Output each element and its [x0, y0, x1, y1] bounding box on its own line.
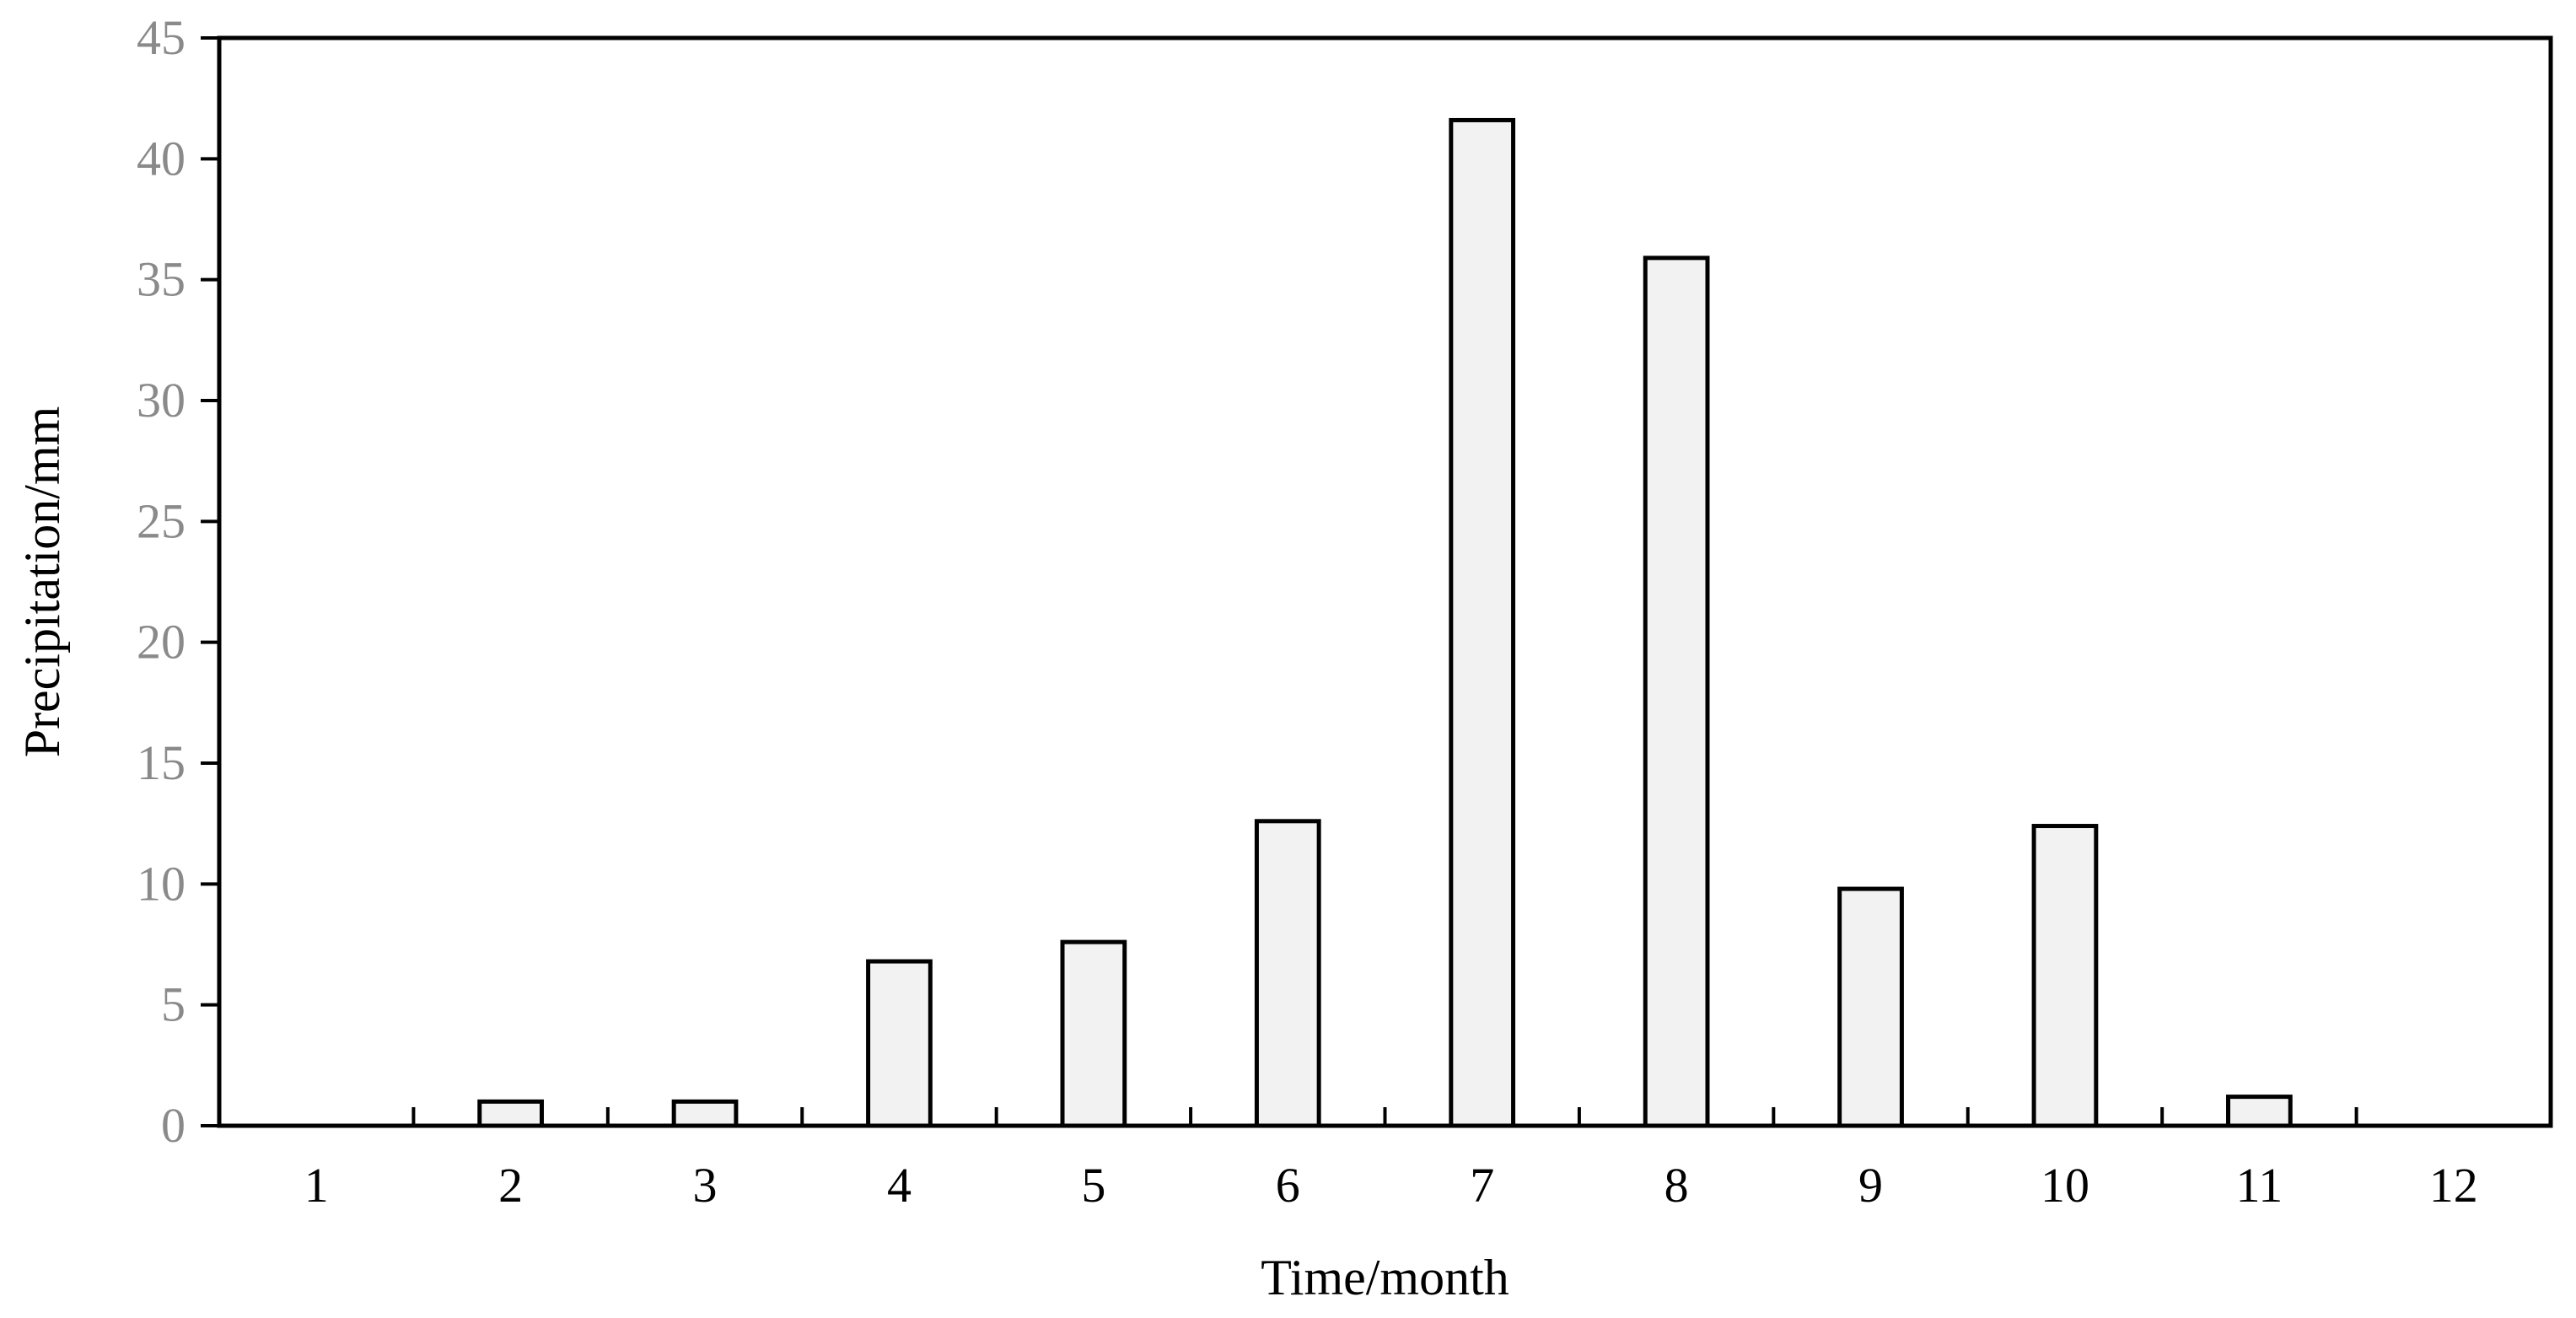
x-tick-label: 9 [1858, 1158, 1883, 1213]
y-tick-label: 10 [137, 856, 186, 911]
x-tick-label: 3 [693, 1158, 718, 1213]
bar-month-3 [671, 1099, 739, 1128]
plot-frame [217, 35, 2553, 1128]
x-tick-label: 6 [1276, 1158, 1300, 1213]
y-tick-label: 5 [161, 977, 186, 1032]
bar-month-6 [1254, 819, 1321, 1128]
bars [477, 117, 2293, 1128]
x-tick-label: 5 [1081, 1158, 1105, 1213]
bar-month-7 [1449, 117, 1516, 1128]
x-tick-label: 10 [2041, 1158, 2089, 1213]
x-axis-ticks: 1 2 3 4 5 6 7 8 9 10 11 12 [304, 1107, 2478, 1213]
bar-month-4 [866, 959, 933, 1128]
y-tick-label: 30 [137, 373, 186, 428]
y-tick-label: 20 [137, 615, 186, 670]
y-tick-label: 35 [137, 252, 186, 307]
bar-month-5 [1060, 939, 1127, 1128]
bar-month-8 [1643, 256, 1710, 1128]
y-axis-ticks: 0 5 10 15 20 25 30 35 40 45 [137, 10, 219, 1153]
x-tick-label: 11 [2235, 1158, 2283, 1213]
y-tick-label: 40 [137, 131, 186, 186]
x-tick-label: 4 [887, 1158, 912, 1213]
bar-month-2 [477, 1099, 544, 1128]
x-axis-title: Time/month [1261, 1250, 1509, 1305]
x-tick-label: 1 [304, 1158, 329, 1213]
bar-month-9 [1837, 886, 1904, 1128]
bar-month-10 [2031, 824, 2099, 1128]
x-tick-label: 2 [498, 1158, 523, 1213]
x-tick-label: 12 [2429, 1158, 2478, 1213]
y-tick-label: 45 [137, 10, 186, 65]
bar-month-11 [2226, 1095, 2293, 1128]
y-tick-label: 25 [137, 493, 186, 548]
y-tick-label: 0 [161, 1098, 186, 1153]
y-axis-title: Precipitation/mm [14, 406, 70, 758]
y-tick-label: 15 [137, 735, 186, 790]
x-tick-label: 7 [1470, 1158, 1494, 1213]
x-tick-label: 8 [1664, 1158, 1689, 1213]
